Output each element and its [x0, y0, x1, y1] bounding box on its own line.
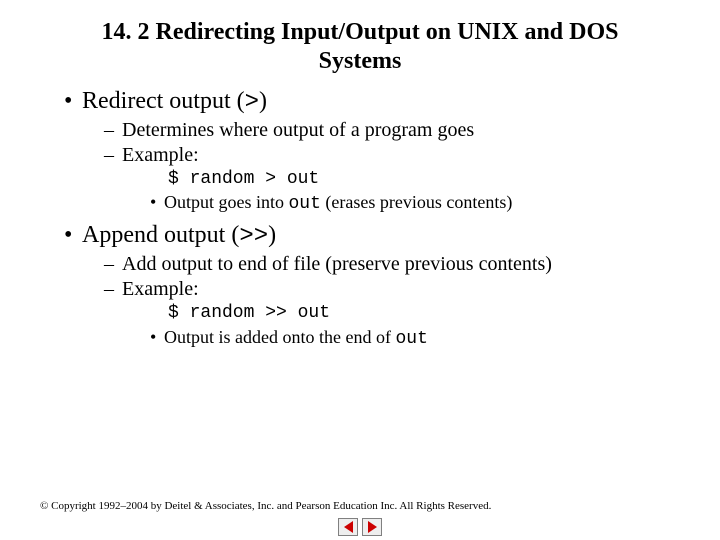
- slide-content: 14. 2 Redirecting Input/Output on UNIX a…: [0, 0, 720, 351]
- dash-icon: –: [104, 118, 122, 143]
- bullet-dot-icon: •: [150, 326, 164, 349]
- code-inline: out: [395, 329, 427, 349]
- bullet-dot-icon: •: [150, 191, 164, 214]
- bullet-redirect-output: •Redirect output (>): [64, 86, 680, 118]
- arrow-left-icon: [344, 521, 353, 533]
- dash-icon: –: [104, 252, 122, 277]
- text: Output is added onto the end of: [164, 327, 395, 347]
- bullet-dot-icon: •: [64, 220, 82, 250]
- bullet-output-goes: •Output goes into out (erases previous c…: [150, 191, 680, 216]
- bullet-example1: –Example:: [104, 143, 680, 168]
- text: Output goes into: [164, 192, 289, 212]
- code-inline: out: [289, 194, 321, 214]
- text: Determines where output of a program goe…: [122, 119, 474, 141]
- next-button[interactable]: [362, 518, 382, 536]
- bullet-determines: –Determines where output of a program go…: [104, 118, 680, 143]
- bullet-add-output: –Add output to end of file (preserve pre…: [104, 252, 680, 277]
- bullet-output-added: •Output is added onto the end of out: [150, 326, 680, 351]
- code-example2: $ random >> out: [168, 302, 680, 325]
- text: ): [268, 222, 276, 248]
- text: Append output (: [82, 222, 239, 248]
- copyright-text: © Copyright 1992–2004 by Deitel & Associ…: [40, 500, 491, 512]
- symbol: >>: [239, 223, 268, 250]
- text: Example:: [122, 278, 199, 300]
- dash-icon: –: [104, 277, 122, 302]
- dash-icon: –: [104, 143, 122, 168]
- text: Add output to end of file (preserve prev…: [122, 253, 552, 275]
- text: Example:: [122, 144, 199, 166]
- symbol: >: [245, 89, 259, 116]
- slide-title: 14. 2 Redirecting Input/Output on UNIX a…: [80, 18, 640, 76]
- prev-button[interactable]: [338, 518, 358, 536]
- code-example1: $ random > out: [168, 168, 680, 191]
- nav-buttons: [338, 518, 382, 536]
- text: (erases previous contents): [321, 192, 512, 212]
- bullet-example2: –Example:: [104, 277, 680, 302]
- bullet-append-output: •Append output (>>): [64, 220, 680, 252]
- bullet-dot-icon: •: [64, 86, 82, 116]
- text: ): [259, 88, 267, 114]
- text: Redirect output (: [82, 88, 245, 114]
- arrow-right-icon: [368, 521, 377, 533]
